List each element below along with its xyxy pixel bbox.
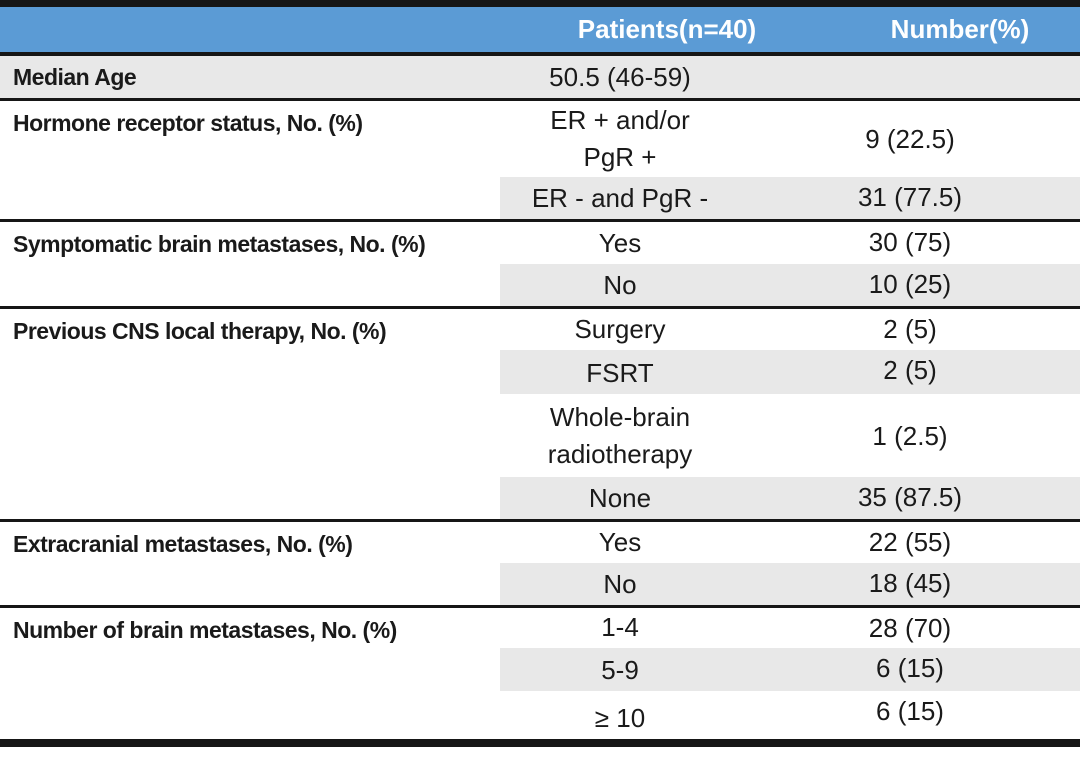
group-label-cell: Symptomatic brain metastases, No. (%)	[0, 218, 500, 307]
table-row: Whole-brain radiotherapy 1 (2.5)	[0, 394, 1080, 477]
number-value-cell: 28 (70)	[740, 604, 1080, 648]
number-value-cell: 30 (75)	[740, 218, 1080, 264]
patients-value-cell: No	[500, 563, 740, 606]
patients-value-cell: ≥ 10	[594, 703, 646, 733]
table-row: No 10 (25)	[0, 264, 1080, 307]
table-row: ER - and PgR - 31 (77.5)	[0, 177, 1080, 220]
top-border	[0, 0, 1080, 7]
group-label-cell: Median Age	[0, 56, 500, 99]
group-label-cell: Previous CNS local therapy, No. (%)	[0, 305, 500, 520]
table-row: Number of brain metastases, No. (%) 1-4 …	[0, 604, 1080, 739]
number-value-cell: 9 (22.5)	[740, 97, 1080, 177]
table-row: Median Age 50.5 (46-59)	[0, 56, 1080, 99]
number-value-cell: 35 (87.5)	[740, 477, 1080, 520]
number-value-cell: 18 (45)	[740, 563, 1080, 606]
header-number-label: Number(%)	[890, 14, 1030, 44]
patients-value-cell: ER + and/or PgR +	[500, 97, 740, 177]
table-row: Previous CNS local therapy, No. (%) Surg…	[0, 305, 1080, 520]
patient-characteristics-table: Median Age 50.5 (46-59) Hormone receptor…	[0, 56, 1080, 739]
header-patients-label: Patients(n=40)	[577, 14, 757, 44]
table-row: Extracranial metastases, No. (%) Yes 22 …	[0, 518, 1080, 606]
table-row: ≥ 10 6 (15)	[0, 691, 1080, 739]
group-label-cell: Extracranial metastases, No. (%)	[0, 518, 500, 606]
number-value-cell: 31 (77.5)	[740, 177, 1080, 220]
header-divider	[0, 52, 1080, 56]
table-row: None 35 (87.5)	[0, 477, 1080, 520]
group-label-cell: Number of brain metastases, No. (%)	[0, 604, 500, 739]
table-row: No 18 (45)	[0, 563, 1080, 606]
patients-value-cell: None	[500, 477, 740, 520]
patients-value-cell: 5-9	[500, 648, 740, 691]
number-value-cell: 6 (15)	[876, 696, 944, 726]
patients-value-cell: Yes	[500, 518, 740, 563]
table-row: Hormone receptor status, No. (%) ER + an…	[0, 97, 1080, 220]
number-value-cell	[740, 56, 1080, 99]
patients-value-cell: 1-4	[500, 604, 740, 648]
number-value-cell: 10 (25)	[740, 264, 1080, 307]
number-value-cell: 1 (2.5)	[872, 420, 948, 451]
table-header: Patients(n=40) Number(%)	[0, 7, 1080, 52]
table-row: FSRT 2 (5)	[0, 350, 1080, 394]
table-row: Symptomatic brain metastases, No. (%) Ye…	[0, 218, 1080, 307]
patients-value-cell: FSRT	[500, 350, 740, 394]
number-value-cell: 2 (5)	[740, 350, 1080, 394]
bottom-border	[0, 739, 1080, 747]
group-label-cell: Hormone receptor status, No. (%)	[0, 97, 500, 220]
patients-value-cell: No	[500, 264, 740, 307]
patients-value-cell: Surgery	[500, 305, 740, 350]
number-value-cell: 22 (55)	[740, 518, 1080, 563]
patients-value-cell: Whole-brain radiotherapy	[547, 401, 693, 469]
number-value-cell: 6 (15)	[740, 648, 1080, 691]
patients-value-cell: Yes	[500, 218, 740, 264]
patients-value-cell: ER - and PgR -	[500, 177, 740, 220]
number-value-cell: 2 (5)	[740, 305, 1080, 350]
patients-value-cell: 50.5 (46-59)	[500, 56, 740, 99]
table-row: 5-9 6 (15)	[0, 648, 1080, 691]
